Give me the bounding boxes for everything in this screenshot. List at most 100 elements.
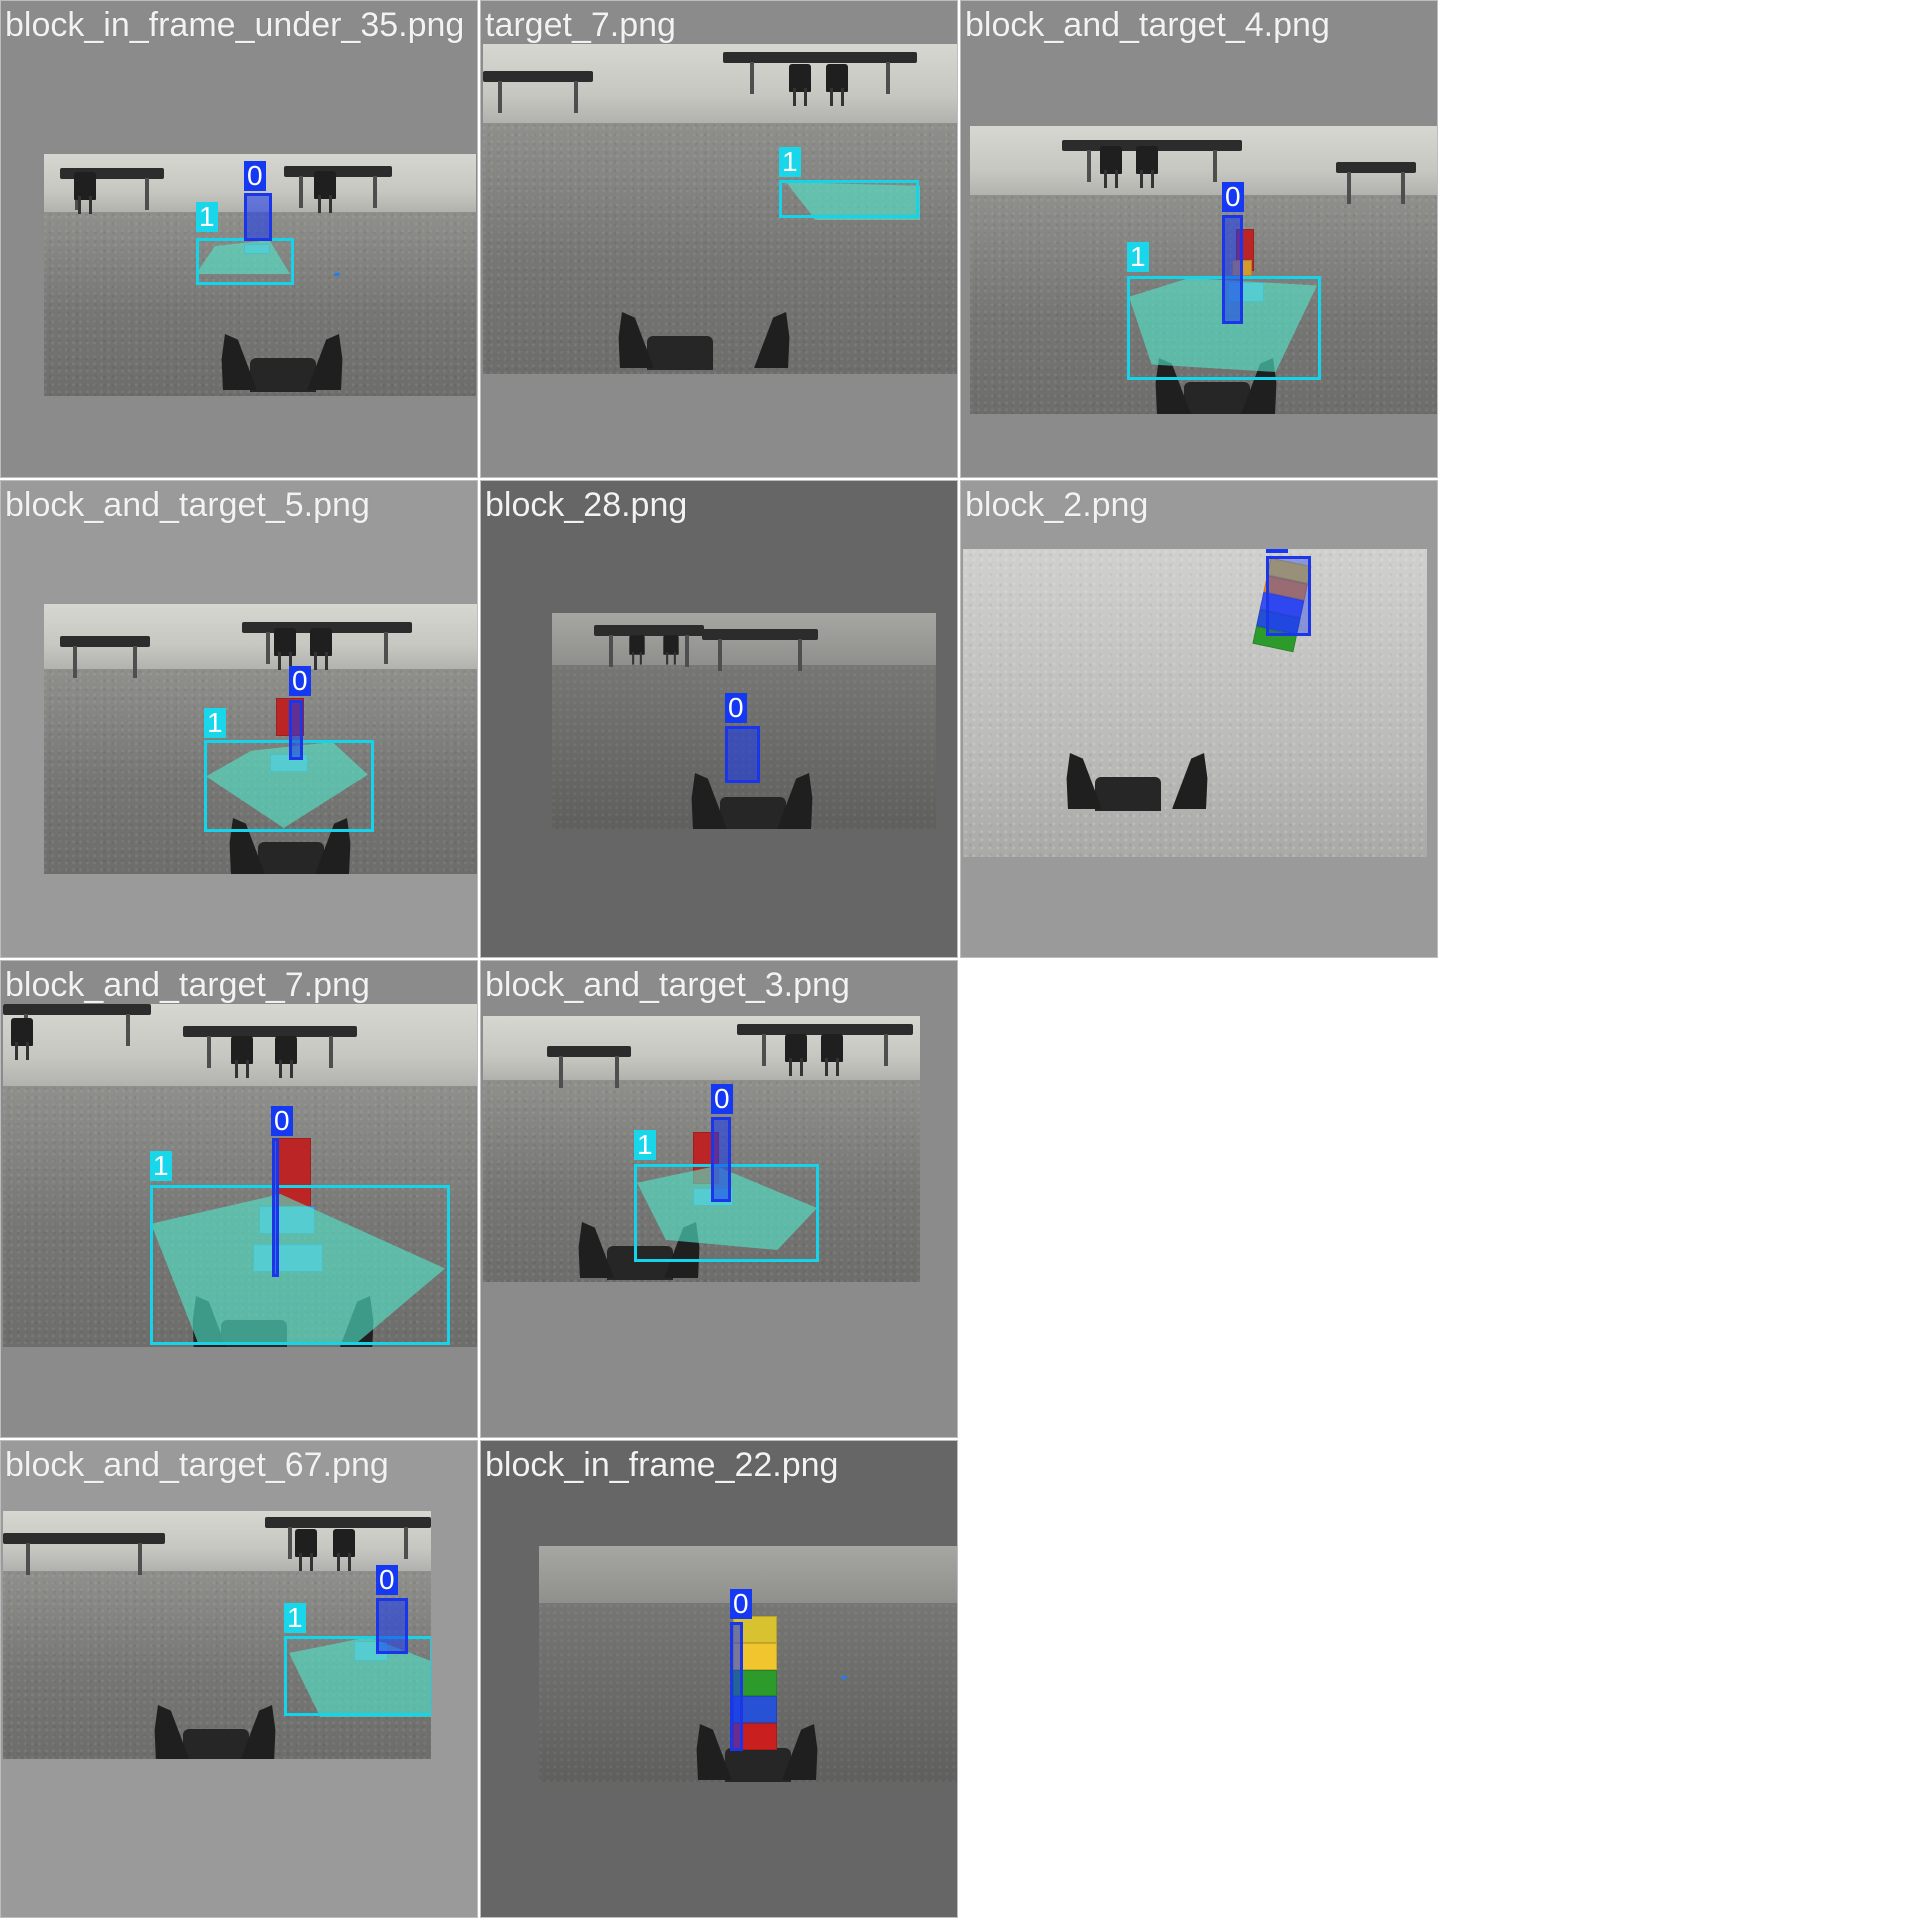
tile-filename: target_7.png [485,6,676,44]
chair [663,635,679,665]
camera-image: 0 1 [483,1016,920,1282]
block-bounding-box [272,1138,279,1277]
image-tile-block-in-frame-22: block_in_frame_22.png 0 [480,1440,958,1918]
camera-image: 0 [539,1546,957,1782]
robot-gripper [677,1724,837,1782]
image-tile-block-and-target-67: block_and_target_67.png 0 1 [0,1440,478,1918]
image-tile-block-and-target-3: block_and_target_3.png 0 1 [480,960,958,1438]
robot-gripper [210,818,370,874]
chair [821,1034,843,1076]
camera-image: 1 [483,44,957,374]
background-table [723,52,917,94]
camera-image: 0 1 [3,1511,431,1759]
class-label-0: 0 [271,1106,293,1136]
image-tile-block-and-target-7: block_and_target_7.png 0 1 [0,960,478,1438]
chair [1100,146,1122,188]
background-table [3,1533,165,1575]
background-table [1062,140,1242,182]
background-table [284,166,392,208]
camera-image: 0 [552,613,936,829]
block-bounding-box [1222,215,1243,324]
floor [483,123,957,374]
chair [295,1529,317,1571]
chair [629,635,645,665]
camera-image: 0 1 [970,126,1437,414]
background-table [183,1026,357,1068]
class-label-0: 0 [376,1565,398,1595]
target-bounding-box [779,180,919,218]
block-bounding-box [730,1622,743,1751]
block-bounding-box [711,1117,731,1202]
class-label-0: 0 [711,1084,733,1114]
robot-gripper [672,773,832,829]
chair [1136,146,1158,188]
chair [789,64,811,106]
block-bounding-box [244,193,272,241]
class-label-1: 1 [779,147,801,177]
class-label-1: 1 [1127,242,1149,272]
block-bounding-box [376,1598,408,1654]
tile-filename: block_and_target_3.png [485,966,850,1004]
chair [231,1036,253,1078]
tile-filename: block_in_frame_under_35.png [5,6,465,44]
image-tile-target-7: target_7.png 1 [480,0,958,478]
robot-gripper [1047,753,1227,811]
robot-gripper [559,1222,719,1280]
right-claw [777,773,821,829]
class-label-1: 1 [196,202,218,232]
chair [74,172,96,214]
background-table [594,625,704,667]
image-tile-block-and-target-5: block_and_target_5.png 0 1 [0,480,478,958]
class-label-1: 1 [204,708,226,738]
left-claw [570,1222,614,1278]
background-table [702,629,818,671]
robot-gripper [135,1705,295,1759]
camera-image: 0 1 [3,1004,477,1347]
camera-image: 0 1 [44,154,476,396]
chair [826,64,848,106]
class-label-1: 1 [150,1151,172,1181]
left-claw [610,312,654,368]
background-table [737,1024,913,1066]
tile-filename: block_2.png [965,486,1149,524]
room-wall [552,613,936,674]
right-claw [754,312,798,368]
image-tile-block-in-frame-under-35: block_in_frame_under_35.png 0 1 [0,0,478,478]
chair [274,628,296,670]
class-label-0: 0 [244,161,266,191]
background-table [265,1517,431,1559]
right-claw [1172,753,1216,809]
chair [785,1034,807,1076]
target-bounding-box [196,238,294,285]
camera-image: 0 [963,549,1427,857]
tile-filename: block_and_target_5.png [5,486,370,524]
robot-gripper [202,334,362,392]
block-bounding-box [1266,556,1311,636]
background-table [483,71,593,113]
robot-gripper [1136,358,1296,414]
left-claw [213,334,257,390]
image-tile-block-and-target-4: block_and_target_4.png 0 1 [960,0,1438,478]
left-claw [688,1724,732,1780]
chair [11,1018,33,1060]
camera-image: 0 1 [44,604,477,874]
class-label-1: 1 [284,1603,306,1633]
tile-filename: block_and_target_7.png [5,966,370,1004]
class-label-0: 0 [1222,182,1244,212]
left-claw [683,773,727,829]
chair [333,1529,355,1571]
right-claw [307,334,351,390]
tile-filename: block_in_frame_22.png [485,1446,839,1484]
image-tile-block-28: block_28.png 0 [480,480,958,958]
tile-filename: block_and_target_4.png [965,6,1330,44]
class-label-0: 0 [289,666,311,696]
background-table [547,1046,631,1088]
chair [275,1036,297,1078]
background-table [242,622,412,664]
left-claw [1058,753,1102,809]
class-label-0: 0 [730,1589,752,1619]
target-bounding-box [284,1636,431,1716]
block-bounding-box [289,700,303,760]
background-table [1336,162,1416,204]
left-claw [146,1705,190,1759]
